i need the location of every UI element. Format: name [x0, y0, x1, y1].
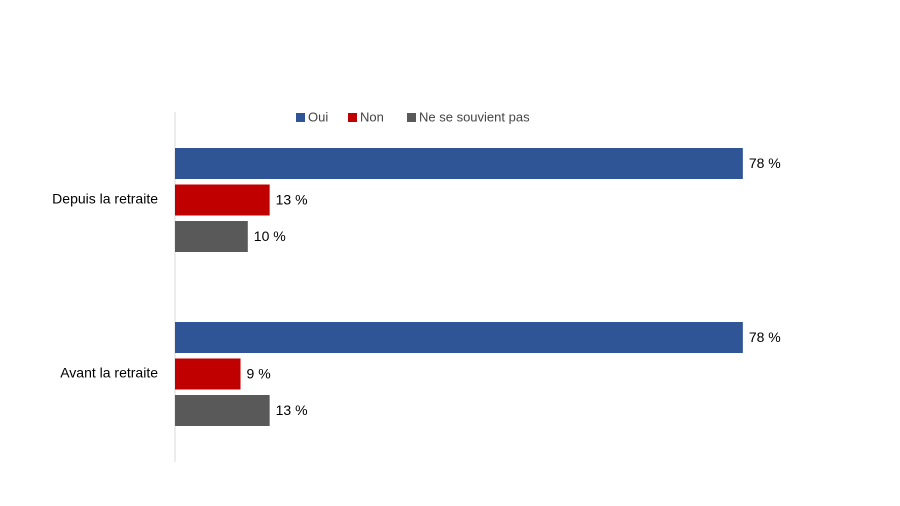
- value-label: 13 %: [276, 192, 308, 208]
- value-label: 9 %: [247, 366, 271, 382]
- value-label: 13 %: [276, 402, 308, 418]
- bar: [175, 221, 248, 252]
- bar: [175, 148, 743, 179]
- legend-label: Ne se souvient pas: [419, 109, 530, 124]
- legend-label: Oui: [308, 109, 328, 124]
- bar: [175, 184, 270, 216]
- bar: [175, 322, 743, 353]
- category-label: Depuis la retraite: [52, 191, 158, 207]
- legend-swatch: [407, 113, 416, 122]
- category-label: Avant la retraite: [60, 365, 158, 381]
- legend-swatch: [296, 113, 305, 122]
- value-label: 78 %: [749, 155, 781, 171]
- legend-label: Non: [360, 109, 384, 124]
- bar: [175, 358, 241, 390]
- value-label: 78 %: [749, 329, 781, 345]
- value-label: 10 %: [254, 228, 286, 244]
- legend-swatch: [348, 113, 357, 122]
- bar: [175, 395, 270, 426]
